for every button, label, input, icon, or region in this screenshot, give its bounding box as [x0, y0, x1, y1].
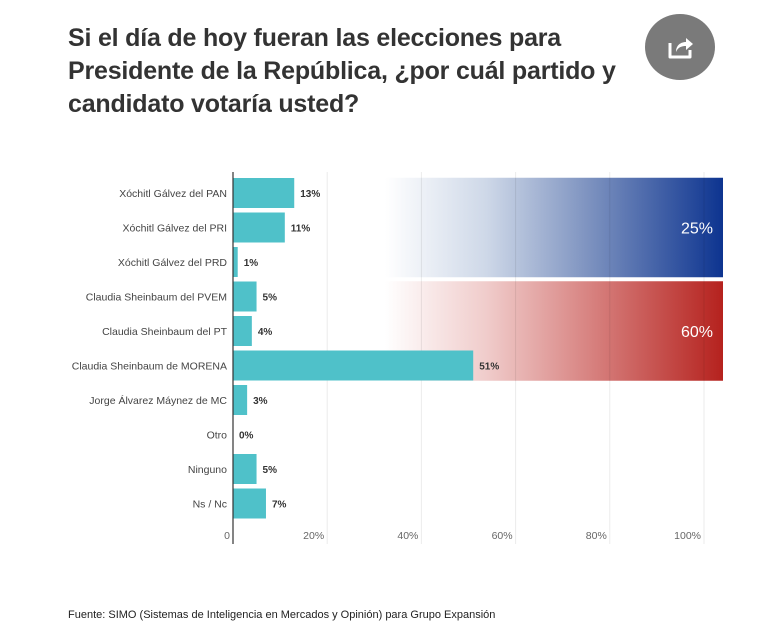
x-tick-label: 80%: [586, 530, 607, 542]
bar-value-label: 5%: [263, 465, 278, 476]
bar-value-label: 4%: [258, 327, 273, 338]
bar: [233, 212, 285, 243]
group-total-band: [385, 177, 723, 278]
group-total-label: 60%: [681, 324, 713, 341]
bar-value-label: 11%: [291, 224, 311, 235]
share-button[interactable]: [645, 14, 715, 80]
category-label: Xóchitl Gálvez del PAN: [119, 188, 227, 200]
bar-value-label: 0%: [239, 431, 254, 442]
chart-title: Si el día de hoy fueran las elecciones p…: [68, 24, 616, 118]
category-label: Claudia Sheinbaum del PVEM: [86, 292, 227, 304]
x-tick-label: 20%: [303, 530, 324, 542]
bar: [233, 281, 257, 312]
bar: [233, 488, 266, 519]
share-icon: [668, 38, 693, 59]
bar: [233, 316, 252, 346]
category-label: Ninguno: [188, 464, 227, 476]
x-tick-label: 60%: [492, 530, 513, 542]
bar-value-label: 3%: [253, 396, 268, 407]
x-tick-label: 100%: [674, 530, 701, 542]
bar-value-label: 5%: [263, 293, 278, 304]
category-label: Jorge Álvarez Máynez de MC: [89, 394, 227, 407]
bar-value-label: 13%: [300, 189, 320, 200]
bar: [233, 350, 474, 381]
x-tick-label: 0: [224, 530, 230, 542]
x-tick-label: 40%: [397, 530, 418, 542]
bar-value-label: 1%: [244, 258, 259, 269]
category-label: Claudia Sheinbaum del PT: [102, 326, 227, 338]
bar: [233, 385, 248, 415]
category-label: Xóchitl Gálvez del PRD: [118, 257, 228, 269]
bar-value-label: 51%: [479, 362, 499, 373]
category-label: Ns / Nc: [193, 499, 227, 511]
category-label: Claudia Sheinbaum de MORENA: [72, 361, 227, 373]
source-note: Fuente: SIMO (Sistemas de Inteligencia e…: [68, 609, 496, 621]
category-label: Otro: [207, 430, 228, 442]
bar: [233, 247, 238, 277]
bar: [233, 178, 295, 208]
bar: [233, 454, 257, 484]
bar-value-label: 7%: [272, 500, 287, 511]
category-label: Xóchitl Gálvez del PRI: [123, 223, 227, 235]
bar-chart: 25% 60% 13% Xóchitl Gálvez del PAN 11% Xóchi…: [72, 172, 723, 544]
group-total-label: 25%: [681, 221, 713, 238]
